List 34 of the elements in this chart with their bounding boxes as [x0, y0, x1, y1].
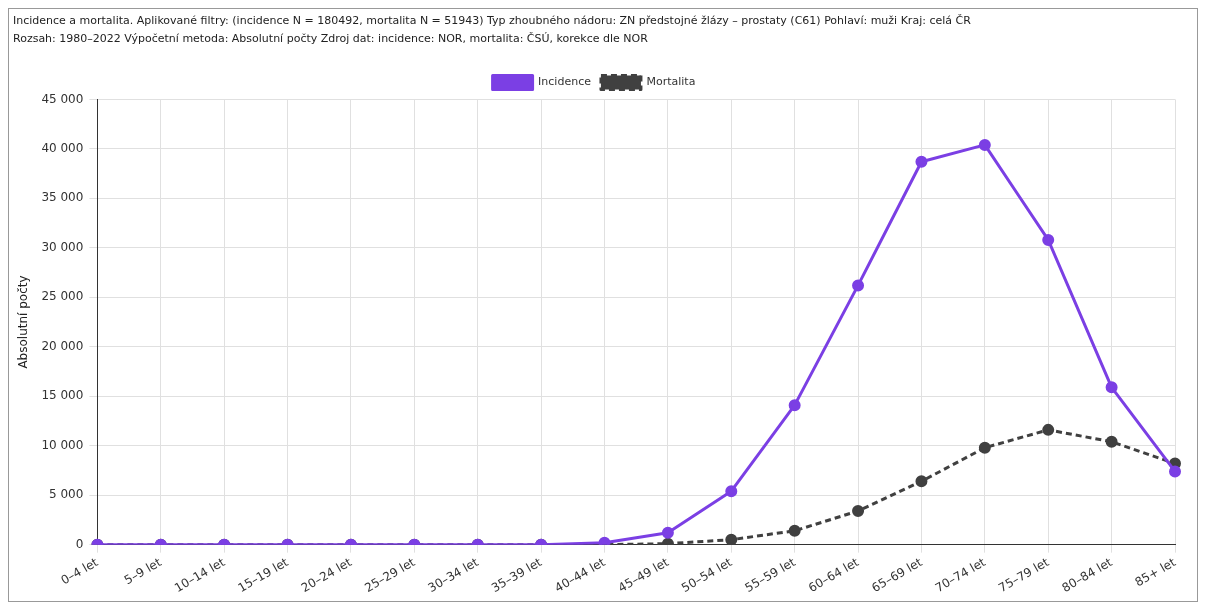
- point: [978, 441, 991, 454]
- y-tick-label: 40 000: [41, 141, 84, 155]
- chart-title: Incidence a mortalita. Aplikované filtry: (incidence N = 180492, mortalita N = 51943) Typ zhoubného nádoru: ZN předstojné žlázy – prostaty (C61) Pohlaví: muži Kraj: celá ČR: [13, 14, 972, 28]
- point: [788, 524, 801, 537]
- chart-subtitle: Rozsah: 1980–2022 Výpočetní metoda: Absolutní počty Zdroj dat: incidence: NOR, mortalita: ČSÚ, korekce dle NOR: [13, 31, 649, 45]
- legend-label: Mortalita: [646, 75, 696, 89]
- point: [915, 155, 928, 168]
- point: [725, 533, 738, 545]
- point: [1042, 423, 1055, 436]
- y-tick-label: 45 000: [41, 91, 84, 106]
- x-tick-label: 0–4 let: [58, 554, 101, 588]
- y-axis-title: Absolutní počty: [16, 275, 31, 369]
- point: [1105, 435, 1118, 448]
- y-tick-label: 30 000: [41, 239, 84, 254]
- legend-label: Incidence: [538, 75, 592, 89]
- point: [852, 505, 865, 517]
- point: [788, 399, 801, 412]
- point: [1169, 465, 1181, 478]
- x-tick-label: 5–9 let: [121, 554, 165, 588]
- y-tick-label: 20 000: [41, 338, 84, 353]
- point: [852, 279, 865, 292]
- y-tick-label: 0: [75, 536, 84, 551]
- y-tick-label: 15 000: [41, 388, 84, 403]
- point: [725, 485, 738, 498]
- y-tick-label: 25 000: [41, 289, 84, 304]
- point: [915, 475, 928, 488]
- y-tick-label: 35 000: [41, 190, 84, 205]
- y-tick-label: 5 000: [49, 487, 84, 502]
- point: [1105, 381, 1118, 394]
- y-tick-label: 10 000: [41, 437, 84, 452]
- point: [978, 138, 991, 151]
- x-tick-label: 85+ let: [1132, 554, 1179, 590]
- point: [1042, 233, 1055, 246]
- point: [661, 526, 674, 539]
